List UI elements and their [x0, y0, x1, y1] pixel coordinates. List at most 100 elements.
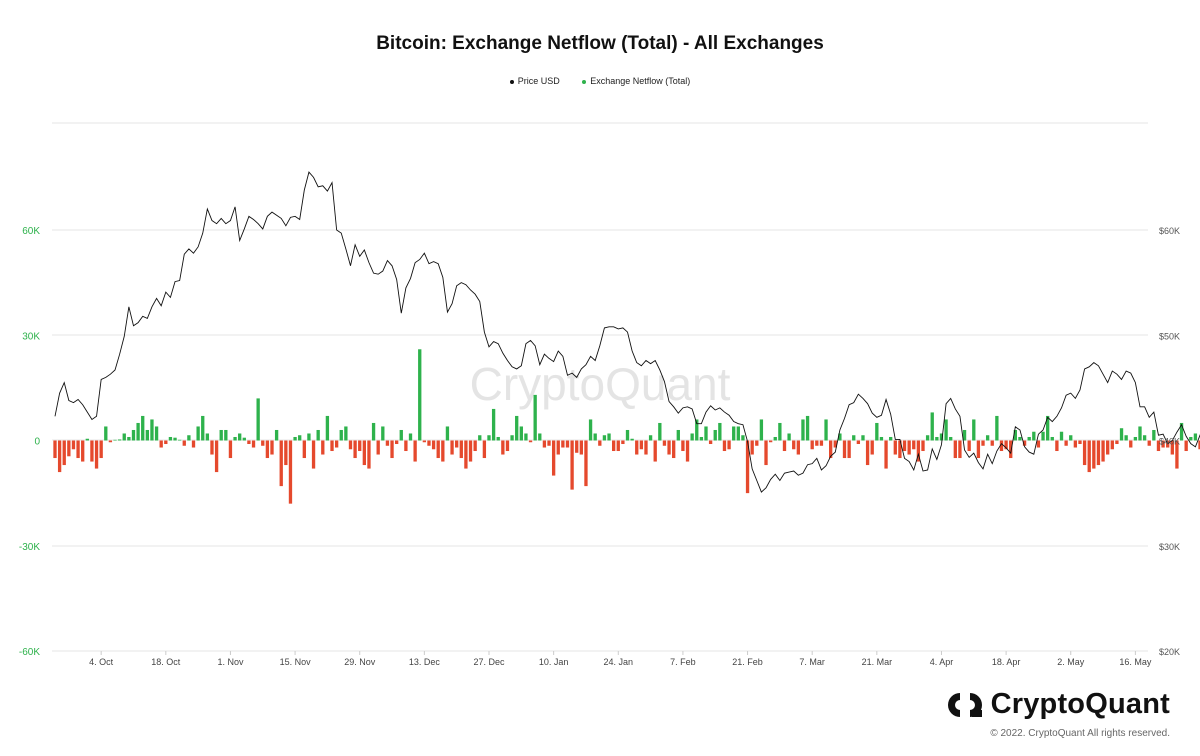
legend-item-price[interactable]: Price USD — [509, 76, 560, 86]
brand-logo: CryptoQuant — [947, 688, 1170, 721]
netflow-bar — [127, 436, 131, 441]
netflow-bar — [381, 426, 385, 441]
x-axis-tick: 7. Feb — [670, 657, 696, 667]
netflow-bar — [1064, 440, 1068, 446]
netflow-bar — [1138, 426, 1142, 441]
netflow-bar — [1110, 440, 1114, 450]
netflow-bar — [732, 426, 736, 441]
netflow-bar — [71, 440, 76, 450]
netflow-bar — [1082, 440, 1087, 466]
netflow-bar — [528, 440, 533, 443]
netflow-bar — [1032, 431, 1036, 441]
x-axis: 4. Oct 18. Oct 1. Nov 15. Nov 29. Nov 13. Dec… — [89, 651, 1152, 667]
netflow-bar — [178, 439, 182, 441]
netflow-bar — [219, 429, 223, 441]
netflow-bar — [648, 435, 653, 441]
right-axis-tick: $20K — [1159, 647, 1180, 657]
netflow-bar — [117, 439, 122, 441]
netflow-bar — [949, 436, 953, 441]
netflow-bar — [1096, 440, 1101, 466]
netflow-bar — [967, 440, 971, 452]
x-axis-tick: 24. Jan — [604, 657, 634, 667]
netflow-bar — [999, 440, 1004, 452]
netflow-bar — [805, 415, 810, 441]
left-axis-tick: 0 — [34, 437, 40, 448]
netflow-bar — [1133, 436, 1138, 441]
left-axis-tick: 30K — [22, 331, 40, 342]
netflow-bar — [584, 440, 588, 487]
netflow-bar — [579, 440, 583, 455]
x-axis-tick: 29. Nov — [344, 657, 376, 667]
x-axis-tick: 27. Dec — [473, 657, 505, 667]
netflow-bar — [815, 440, 819, 446]
netflow-bar — [191, 440, 196, 448]
netflow-bar — [510, 435, 514, 441]
netflow-bar — [242, 437, 246, 441]
netflow-bar — [348, 440, 353, 450]
netflow-bar — [556, 440, 560, 455]
netflow-bar — [376, 440, 380, 455]
netflow-bar — [1156, 440, 1161, 452]
netflow-bar — [575, 440, 579, 453]
netflow-bar — [889, 436, 893, 441]
netflow-bar — [316, 429, 320, 441]
netflow-bar — [852, 435, 856, 441]
netflow-bars — [53, 349, 1200, 504]
left-axis-tick: -30K — [19, 542, 40, 553]
netflow-bar — [270, 440, 274, 455]
netflow-bar — [533, 394, 537, 441]
x-axis-tick: 4. Oct — [89, 657, 114, 667]
legend-item-netflow[interactable]: Exchange Netflow (Total) — [582, 76, 690, 86]
netflow-bar — [1055, 440, 1059, 452]
netflow-bar — [935, 436, 939, 441]
netflow-bar — [344, 426, 348, 441]
netflow-bar — [764, 440, 768, 466]
right-axis: $60K $50K $40K $30K $20K — [1159, 226, 1180, 657]
netflow-bar — [196, 426, 200, 441]
netflow-bar — [722, 440, 727, 452]
left-axis: 60K 30K 0 -30K -60K — [19, 226, 41, 658]
netflow-bar — [1018, 436, 1022, 441]
netflow-bar — [371, 422, 376, 441]
netflow-bar — [491, 408, 496, 441]
x-axis-tick: 15. Nov — [280, 657, 312, 667]
netflow-bar — [1101, 440, 1105, 462]
copyright-text: © 2022. CryptoQuant All rights reserved. — [990, 728, 1170, 739]
netflow-bar — [321, 440, 325, 455]
netflow-bar — [672, 440, 676, 459]
netflow-bar — [431, 440, 436, 450]
netflow-bar — [85, 438, 89, 441]
netflow-bar — [214, 440, 219, 473]
netflow-bar — [427, 440, 431, 446]
netflow-bar — [1179, 422, 1184, 441]
netflow-bar — [602, 435, 607, 441]
right-axis-tick: $50K — [1159, 331, 1180, 341]
price-line — [54, 171, 1200, 493]
netflow-bar — [755, 440, 759, 446]
x-axis-tick: 2. May — [1057, 657, 1085, 667]
x-axis-tick: 21. Feb — [732, 657, 763, 667]
netflow-bar — [164, 440, 168, 445]
netflow-bar — [418, 349, 422, 441]
netflow-bar — [224, 429, 228, 441]
netflow-bar — [205, 433, 210, 441]
netflow-bar — [256, 398, 260, 441]
netflow-bar — [325, 415, 330, 441]
netflow-bar — [515, 415, 519, 441]
netflow-bar — [598, 440, 602, 446]
netflow-bar — [829, 440, 833, 459]
netflow-bar — [57, 440, 62, 473]
netflow-bar — [925, 435, 930, 441]
left-axis-tick: -60K — [19, 647, 40, 658]
netflow-bar — [464, 440, 468, 469]
netflow-bar — [233, 436, 237, 441]
netflow-bar — [113, 439, 117, 441]
netflow-bar — [496, 436, 500, 441]
netflow-bar — [1189, 436, 1193, 441]
netflow-bar — [875, 422, 879, 441]
netflow-bar — [708, 440, 713, 445]
netflow-bar — [468, 440, 473, 462]
netflow-bar — [210, 440, 214, 455]
netflow-bar — [976, 440, 981, 459]
netflow-bar — [865, 440, 870, 466]
